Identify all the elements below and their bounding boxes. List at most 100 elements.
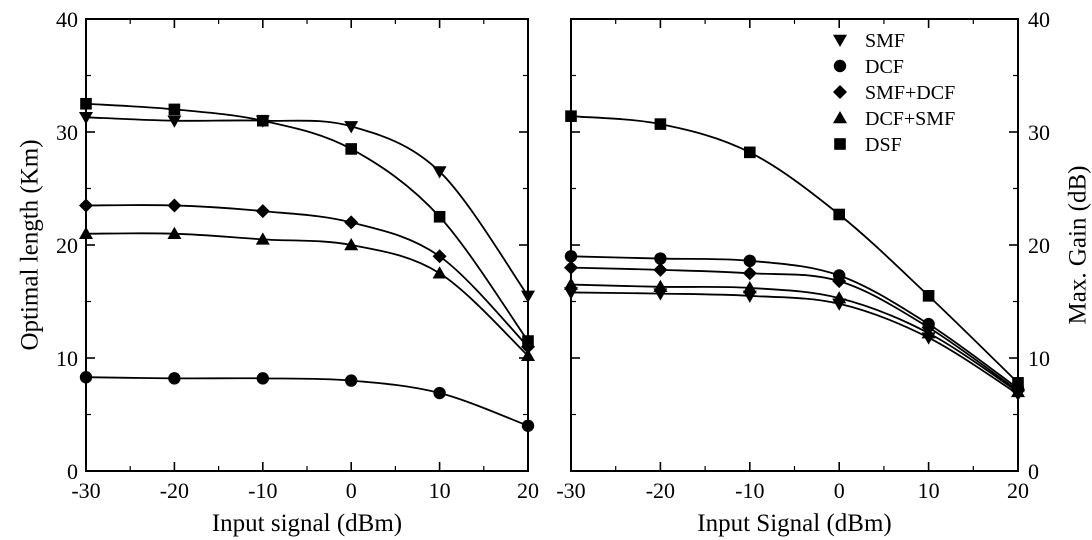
left-point-dsf [522,335,534,347]
right-series-dcf-smf [564,277,1025,398]
right-x-tick-label: 0 [834,478,845,503]
left-y-axis-title: Optimal length (Km) [17,139,44,350]
legend-label-dcf-smf: DCF+SMF [865,108,955,130]
left-point-dcf [256,372,269,385]
left-point-smf-dcf [432,249,447,264]
right-point-dcf-smf [742,280,757,294]
left-point-smf [521,290,535,303]
left-point-dcf [345,374,358,387]
right-point-smf-dcf [832,274,847,289]
left-x-tick-label: 10 [429,478,451,503]
legend-label-dsf: DSF [865,134,902,156]
right-point-dcf-smf [921,326,936,339]
left-series-dsf [80,97,534,347]
left-point-dcf [433,386,446,400]
legend-marker-dcf [833,59,847,73]
legend-label-smf-dcf: SMF+DCF [865,82,955,104]
left-series-line-dsf [85,102,529,342]
left-series-smf-dcf [79,198,535,354]
right-point-dcf [743,254,756,268]
left-point-dsf [257,114,269,127]
right-x-tick-label: -10 [735,478,764,503]
legend-label-smf: SMF [865,30,905,52]
left-point-dcf-smf [79,226,93,239]
right-point-dcf [654,252,667,265]
right-x-axis-title: Input Signal (dBm) [697,510,891,537]
right-x-tick-label: 10 [918,478,940,503]
right-point-dcf-smf [1011,384,1025,398]
right-x-tick-label: -20 [646,478,675,503]
right-point-dsf [565,110,577,122]
left-series-smf [79,112,535,303]
left-y-tick-label: 30 [56,120,78,145]
right-x-tick-label: 20 [1007,478,1029,503]
left-point-dcf-smf [344,238,359,251]
left-x-tick-label: 0 [346,478,357,503]
left-y-tick-label: 0 [67,459,78,484]
left-point-dsf [345,143,357,155]
left-x-tick-label: 20 [517,478,539,503]
right-y-tick-label: 20 [1028,233,1050,258]
left-point-smf [79,112,93,125]
right-point-dsf [922,290,935,302]
legend-label-dcf: DCF [865,56,904,78]
left-point-dcf [521,419,535,432]
right-point-dcf-smf [653,279,668,293]
right-point-dcf-smf [832,291,847,304]
right-series-smf [564,287,1025,402]
left-series-dcf-smf [79,226,535,361]
left-point-dcf-smf [167,226,182,239]
left-x-tick-label: -10 [248,478,277,503]
left-x-tick-label: -20 [160,478,189,503]
right-point-smf-dcf [742,266,757,281]
right-point-dsf [654,118,667,130]
left-point-dcf-smf [432,266,447,279]
left-point-dsf [168,103,181,116]
left-series-dcf [79,371,535,432]
right-series-line-dcf-smf [570,283,1019,393]
right-y-axis-title: Max. Gain (dB) [1065,166,1092,325]
right-point-smf-dcf [653,262,668,277]
left-point-smf-dcf [79,198,93,213]
left-point-smf [432,166,447,179]
left-point-dsf [80,97,92,110]
left-point-smf-dcf [167,198,182,213]
right-point-dsf [744,146,756,159]
right-series-smf-dcf [564,260,1025,398]
right-legend: SMF DCF SMF+DCF DCF+SMF DSF [833,30,955,156]
right-series-line-dcf [570,255,1019,390]
left-y-tick-label: 10 [56,346,78,371]
right-y-tick-label: 40 [1028,7,1050,32]
right-series-dcf [564,250,1025,395]
left-x-tick-label: -30 [71,478,100,503]
right-point-dcf-smf [564,277,578,290]
legend-marker-smf [833,34,847,47]
legend-marker-smf-dcf [833,85,847,99]
right-x-tick-label: -30 [556,478,585,503]
left-point-dsf [433,210,446,223]
left-chart-panel: -30 -20 -10 0 10 20 0 10 20 30 40 Input signal (dBm… [17,7,540,537]
right-series-line-smf [570,291,1019,395]
right-point-dcf [564,250,578,263]
left-point-dcf-smf [521,348,535,361]
left-point-smf-dcf [255,204,270,219]
right-point-dsf [833,208,845,221]
left-point-smf [167,115,182,128]
left-point-dcf [168,372,181,385]
right-point-smf-dcf [564,260,578,275]
left-y-tick-label: 40 [56,7,78,32]
right-point-smf [564,287,578,300]
right-point-dsf [1012,377,1024,389]
left-point-dcf-smf [255,232,270,245]
legend-marker-dcf-smf [833,111,847,124]
right-y-tick-label: 10 [1028,346,1050,371]
right-point-smf [742,290,757,303]
left-x-axis-title: Input signal (dBm) [212,510,402,537]
left-point-smf [344,121,359,134]
legend-marker-dsf [834,138,846,150]
right-series-dsf [565,110,1024,389]
right-y-tick-label: 0 [1028,459,1039,484]
left-y-tick-label: 20 [56,233,78,258]
